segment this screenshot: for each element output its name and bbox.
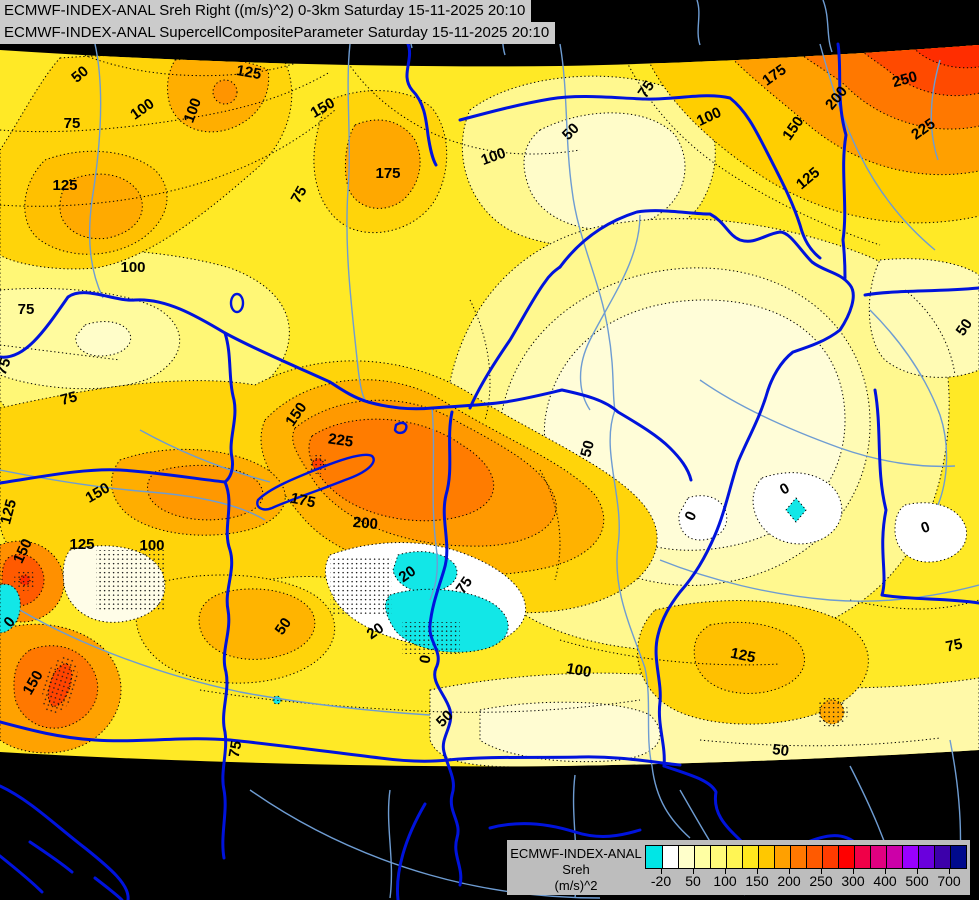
legend-tick-label: 50 [685, 873, 701, 889]
contour-label: 125 [235, 62, 263, 83]
contour-label: 75 [18, 301, 35, 318]
legend-cell-14 [870, 846, 886, 868]
legend-cell-5 [726, 846, 742, 868]
color-scale-legend: ECMWF-INDEX-ANAL Sreh (m/s)^2 -20 50 100 15… [507, 840, 970, 895]
legend-tick [949, 868, 950, 874]
title-line-1: ECMWF-INDEX-ANAL Sreh Right ((m/s)^2) 0-… [0, 0, 532, 22]
legend-cell-15 [886, 846, 902, 868]
legend-tick [917, 868, 918, 874]
legend-tick [853, 868, 854, 874]
lake-balaton [256, 453, 375, 511]
small-lake [393, 421, 408, 435]
legend-tick [821, 868, 822, 874]
legend-cell-9 [790, 846, 806, 868]
legend-cell-3 [694, 846, 710, 868]
title-bar: ECMWF-INDEX-ANAL Sreh Right ((m/s)^2) 0-… [0, 0, 556, 44]
legend-tick-label: 300 [841, 873, 865, 889]
contour-label: 75 [226, 740, 246, 759]
legend-tick-label: -20 [650, 873, 672, 889]
contour-label: 75 [635, 78, 658, 101]
legend-cell-17 [918, 846, 934, 868]
contour-label: 100 [565, 660, 593, 681]
contour-label: 50 [577, 439, 598, 460]
legend-tick [757, 868, 758, 874]
contour-label: 20 [396, 563, 419, 586]
contour-label: 125 [52, 177, 77, 194]
legend-tick [885, 868, 886, 874]
contour-label: 125 [729, 645, 757, 667]
legend-units: (m/s)^2 [554, 878, 598, 893]
contour-label: 75 [59, 388, 80, 409]
legend-cell-6 [742, 846, 758, 868]
color-scale-bar [645, 845, 967, 869]
contour-label: 20 [364, 620, 387, 643]
contour-label: 50 [771, 741, 790, 760]
contour-label: 100 [120, 259, 145, 276]
legend-bar-wrap: -20 50 100 150 200 250 300 400 500 700 [645, 845, 967, 889]
legend-model-name: ECMWF-INDEX-ANAL [510, 846, 642, 861]
legend-tick-label: 400 [873, 873, 897, 889]
legend-parameter-name: Sreh [562, 862, 590, 877]
legend-cell-7 [758, 846, 774, 868]
country-borders [0, 42, 979, 900]
lake-outlines [229, 292, 408, 511]
contour-label: 50 [272, 615, 295, 638]
legend-cell-19 [950, 846, 966, 868]
contour-label: 125 [0, 498, 20, 527]
legend-cell-8 [774, 846, 790, 868]
title-line-2: ECMWF-INDEX-ANAL SupercellCompositeParam… [0, 22, 556, 44]
legend-cell-4 [710, 846, 726, 868]
lake-neusiedl [229, 292, 245, 314]
legend-cell-12 [838, 846, 854, 868]
legend-tick [725, 868, 726, 874]
contour-label: 225 [327, 430, 354, 450]
legend-tick [789, 868, 790, 874]
legend-cell-2 [678, 846, 694, 868]
contour-label: 75 [288, 183, 311, 206]
contour-label: 200 [352, 514, 378, 533]
contour-label: 0 [416, 654, 434, 665]
legend-tick-label: 250 [809, 873, 833, 889]
contour-label: 175 [289, 490, 317, 512]
contour-label: 100 [139, 537, 164, 554]
legend-tick [661, 868, 662, 874]
contour-label: 175 [375, 165, 400, 182]
legend-cell-16 [902, 846, 918, 868]
contour-label: 125 [69, 536, 94, 553]
contour-label: 75 [64, 115, 81, 132]
legend-tick-label: 500 [905, 873, 929, 889]
legend-cell-10 [806, 846, 822, 868]
legend-cell-0 [646, 846, 662, 868]
legend-cell-11 [822, 846, 838, 868]
legend-cell-13 [854, 846, 870, 868]
contour-label: 75 [453, 574, 476, 597]
contour-label: 250 [891, 68, 920, 91]
legend-tick-label: 200 [777, 873, 801, 889]
contour-label: 50 [953, 316, 976, 339]
legend-tick-label: 100 [713, 873, 737, 889]
contour-label: 75 [944, 636, 964, 656]
legend-title-block: ECMWF-INDEX-ANAL Sreh (m/s)^2 [507, 840, 645, 894]
legend-tick-label: 700 [937, 873, 961, 889]
contour-lines [0, 45, 979, 747]
legend-tick-label: 150 [745, 873, 769, 889]
legend-cell-1 [662, 846, 678, 868]
legend-tick [693, 868, 694, 874]
legend-cell-18 [934, 846, 950, 868]
